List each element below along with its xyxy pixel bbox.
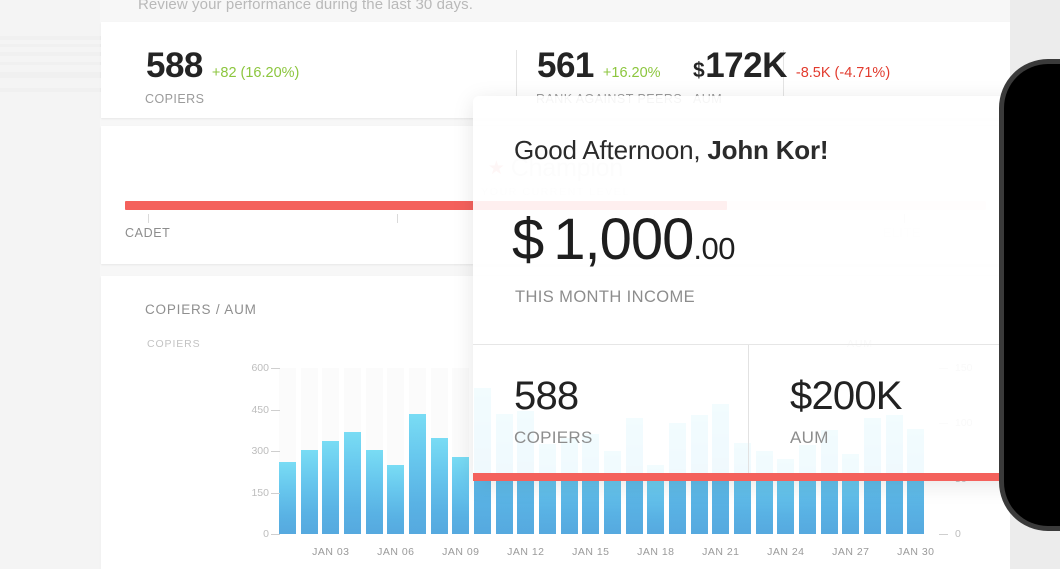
chart-bar[interactable]	[387, 465, 405, 534]
chart-bar[interactable]	[322, 441, 340, 534]
overlay-greeting: Good Afternoon, John Kor!	[514, 135, 829, 166]
chart-y-tick-label: 150	[251, 486, 269, 499]
chart-bar[interactable]	[279, 462, 296, 534]
chart-x-tick-label: JAN 12	[507, 546, 545, 558]
chart-y-tick-dash	[271, 534, 280, 535]
overlay-amount-whole: 1,000	[553, 207, 694, 272]
chart-x-tick-label: JAN 30	[897, 546, 935, 558]
chart-y-tick-dash	[271, 409, 280, 411]
chart-x-tick-label: JAN 03	[312, 546, 350, 558]
chart-bar[interactable]	[430, 438, 448, 534]
overlay-accent-bar	[473, 473, 1038, 481]
ghost-strip	[0, 44, 101, 47]
overlay-income-amount: $1,000.00	[512, 211, 736, 269]
overlay-stat-value: $200K	[790, 374, 902, 418]
chart-x-tick-label: JAN 21	[702, 546, 740, 558]
chart-y-tick-dash	[271, 368, 280, 369]
overlay-stat-label: AUM	[790, 428, 829, 447]
stat-divider	[516, 50, 517, 96]
overlay-greeting-prefix: Good Afternoon,	[514, 135, 701, 165]
overlay-currency-symbol: $	[512, 207, 544, 272]
chart-y-tick-label: 600	[251, 362, 269, 374]
ghost-strip	[0, 52, 101, 56]
chart-bar[interactable]	[344, 432, 361, 534]
stat-delta: -8.5K (-4.71%)	[795, 65, 891, 81]
overlay-stat-aum: $200K AUM	[790, 376, 902, 448]
stat-value: $172K	[693, 46, 787, 85]
overlay-vertical-divider	[748, 345, 749, 481]
ghost-strip	[0, 72, 101, 78]
chart-title: COPIERS / AUM	[145, 302, 257, 317]
chart-y-tick-label: 300	[251, 445, 269, 457]
chart-y-tick-label: 0	[263, 528, 269, 540]
ghost-strip	[0, 62, 101, 65]
chart-y-tick-label: 450	[251, 403, 269, 416]
level-progress-fill	[125, 201, 727, 210]
overlay-amount-cents: .00	[693, 231, 736, 266]
chart-bar[interactable]	[647, 465, 665, 534]
stat-delta: +82 (16.20%)	[211, 65, 300, 81]
level-tick-label-cadet: CADET	[125, 226, 171, 240]
chart-bar[interactable]	[452, 457, 470, 534]
ghost-strip	[0, 36, 101, 40]
overlay-user-name: John Kor!	[707, 135, 829, 165]
chart-left-axis-name: COPIERS	[147, 338, 201, 350]
chart-x-tick-label: JAN 24	[767, 546, 805, 558]
ghost-strip	[0, 88, 101, 92]
stat-delta: +16.20%	[602, 65, 661, 81]
chart-bar[interactable]	[409, 414, 426, 534]
chart-x-tick-label: JAN 27	[832, 546, 870, 558]
device-frame	[1004, 64, 1060, 526]
stat-currency: $	[693, 59, 705, 82]
chart-x-tick-label: JAN 18	[637, 546, 675, 558]
page-subtitle: Review your performance during the last …	[138, 0, 473, 13]
overlay-stat-copiers: 588 COPIERS	[514, 376, 593, 448]
overlay-horizontal-divider	[473, 344, 1038, 345]
chart-bar[interactable]	[365, 450, 383, 534]
overlay-stat-label: COPIERS	[514, 428, 593, 447]
greeting-overlay-panel: Good Afternoon, John Kor! $1,000.00 THIS…	[473, 96, 1038, 481]
chart-x-tick-label: JAN 15	[572, 546, 610, 558]
stat-label: COPIERS	[145, 92, 205, 106]
level-tick	[148, 214, 149, 223]
chart-y-tick-dash	[271, 451, 280, 452]
chart-y2-tick-dash	[939, 534, 948, 535]
chart-y-tick-dash	[271, 492, 280, 494]
level-tick	[397, 214, 398, 223]
stat-copiers: 588 +82 (16.20%) COPIERS	[145, 48, 299, 106]
chart-x-tick-label: JAN 09	[442, 546, 480, 558]
stat-value: 561	[537, 46, 594, 85]
stat-aum: $172K -8.5K (-4.71%) AUM	[693, 48, 890, 106]
chart-y2-tick-label: 0	[955, 528, 961, 540]
overlay-stat-value: 588	[514, 374, 579, 418]
stat-divider	[783, 50, 784, 96]
stat-value: 588	[146, 46, 203, 85]
chart-bar[interactable]	[300, 450, 318, 534]
chart-x-tick-label: JAN 06	[377, 546, 415, 558]
overlay-income-label: THIS MONTH INCOME	[515, 288, 696, 306]
